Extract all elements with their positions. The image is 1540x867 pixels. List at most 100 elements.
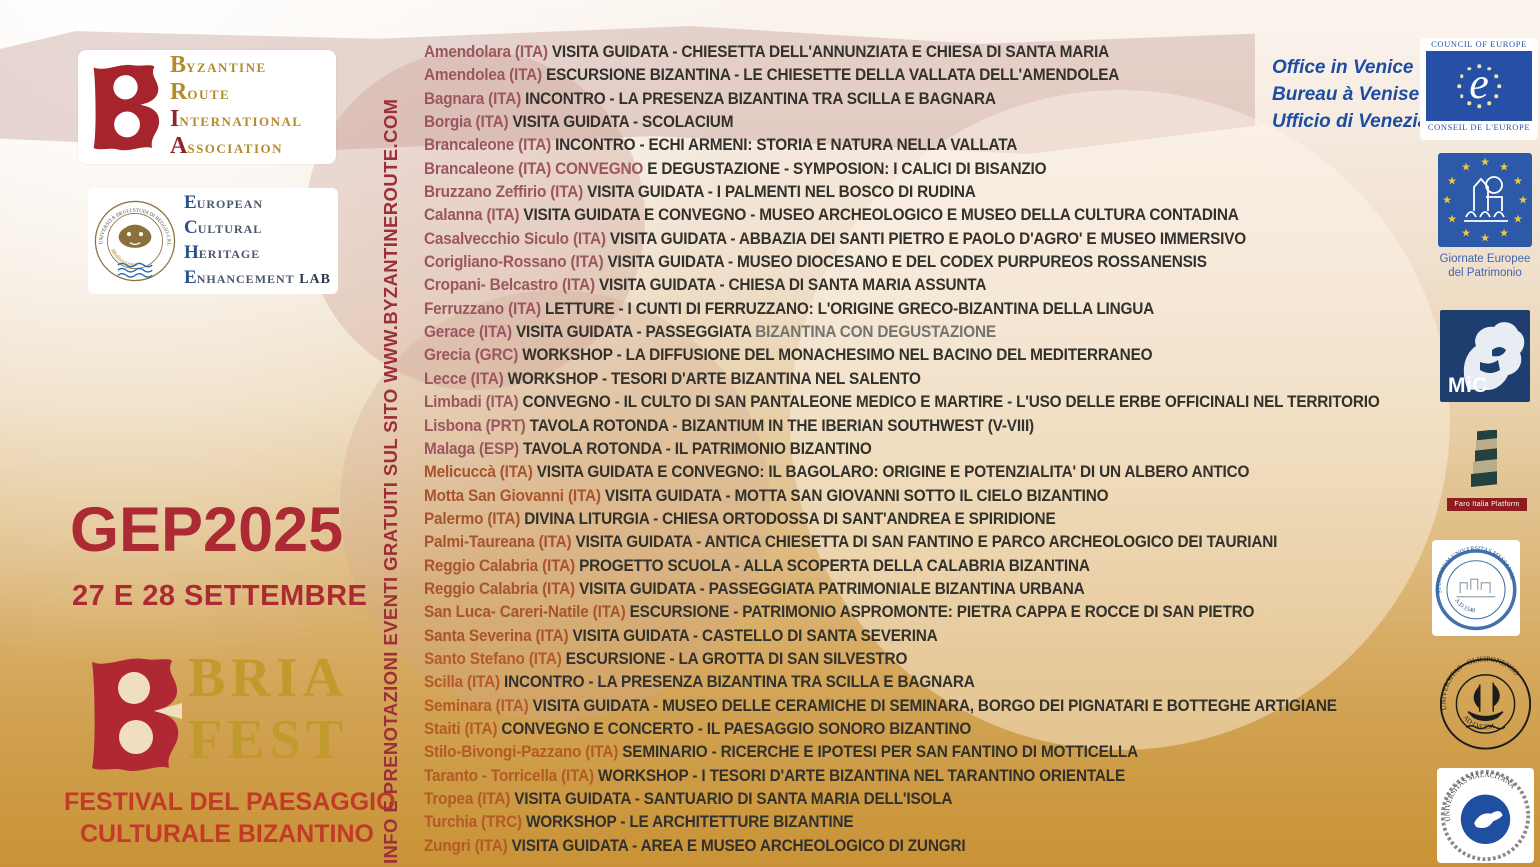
mediterranea-university-seal-icon: UNIVERSITÀ DEGLI STUDI DI REGGIO CALABRI…	[92, 195, 176, 282]
star-dot-icon	[1477, 64, 1481, 68]
event-row: Palermo (ITA) DIVINA LITURGIA - CHIESA O…	[424, 508, 1414, 531]
event-description: WORKSHOP - I TESORI D'ARTE BIZANTINA NEL…	[598, 766, 1126, 785]
event-dates: 27 E 28 SETTEMBRE	[72, 580, 368, 612]
wordmark-line: ENHANCEMENT LAB	[184, 267, 331, 288]
event-row: Malaga (ESP) TAVOLA ROTONDA - IL PATRIMO…	[424, 438, 1414, 461]
event-row: Brancaleone (ITA) INCONTRO - ECHI ARMENI…	[424, 134, 1414, 157]
event-row: Melicuccà (ITA) VISITA GUIDATA E CONVEGN…	[424, 461, 1414, 484]
event-row: Casalvecchio Siculo (ITA) VISITA GUIDATA…	[424, 228, 1414, 251]
event-place: Palmi-Taureana (ITA)	[424, 533, 576, 552]
event-description: VISITA GUIDATA - ABBAZIA DEI SANTI PIETR…	[609, 229, 1247, 248]
event-place: Limbadi (ITA)	[424, 393, 523, 412]
event-place: Zungri (ITA)	[424, 836, 512, 855]
event-row: Bagnara (ITA) INCONTRO - LA PRESENZA BIZ…	[424, 88, 1414, 111]
event-description: TAVOLA ROTONDA - IL PATRIMONIO BIZANTINO	[523, 439, 872, 458]
event-place: Melicuccà (ITA)	[424, 463, 537, 482]
festival-subtitle-line1: FESTIVAL DEL PAESAGGIO	[64, 788, 396, 816]
event-description: VISITA GUIDATA - AREA E MUSEO ARCHEOLOGI…	[511, 836, 966, 855]
event-description: ESCURSIONE - PATRIMONIO ASPROMONTE: PIET…	[629, 603, 1255, 622]
event-place: Cropani- Belcastro (ITA)	[424, 276, 599, 295]
star-dot-icon	[1487, 101, 1491, 106]
event-row: Santa Severina (ITA) VISITA GUIDATA - CA…	[424, 625, 1414, 648]
page-title: GEP2025	[70, 495, 344, 565]
event-description: INCONTRO - LA PRESENZA BIZANTINA TRA SCI…	[525, 89, 996, 108]
council-of-europe-flag-icon: e	[1426, 51, 1532, 121]
event-row: Staiti (ITA) CONVEGNO E CONCERTO - IL PA…	[424, 718, 1414, 741]
star-icon: ★	[1512, 175, 1523, 188]
event-description: VISITA GUIDATA - SCOLACIUM	[512, 113, 734, 132]
mic-logo: MiC	[1440, 310, 1530, 402]
star-dot-icon	[1497, 84, 1501, 88]
giornate-europee-logo: ★ ★ ★ ★ ★ ★ ★ ★ ★ ★ ★ ★	[1438, 153, 1532, 247]
star-dot-icon	[1459, 74, 1464, 78]
event-row: Limbadi (ITA) CONVEGNO - IL CULTO DI SAN…	[424, 391, 1414, 414]
wordmark-line: ROUTE	[170, 79, 231, 105]
event-description: WORKSHOP - LE ARCHITETTURE BIZANTINE	[525, 813, 854, 832]
event-row: Palmi-Taureana (ITA) VISITA GUIDATA - AN…	[424, 531, 1414, 554]
event-description: VISITA GUIDATA - I PALMENTI NEL BOSCO DI…	[587, 183, 976, 202]
event-place: Santo Stefano (ITA)	[424, 649, 566, 668]
star-icon: ★	[1442, 194, 1452, 207]
event-place: Ferruzzano (ITA)	[424, 299, 546, 318]
wordmark-line: CULTURAL	[184, 217, 263, 238]
star-icon: ★	[1461, 227, 1471, 240]
event-row: Lisbona (PRT) TAVOLA ROTONDA - BIZANTIUM…	[424, 415, 1414, 438]
venice-office-line: Bureau à Venise	[1272, 84, 1420, 105]
venice-office-line: Ufficio di Venezia	[1272, 111, 1429, 132]
event-place: Casalvecchio Siculo (ITA)	[424, 229, 610, 248]
eche-lab-wordmark: EUROPEAN CULTURAL HERITAGE ENHANCEMENT LAB	[184, 191, 331, 291]
bria-association-wordmark: BYZANTINE ROUTE INTERNATIONAL ASSOCIATION	[170, 53, 303, 161]
event-description: VISITA GUIDATA - CHIESETTA DELL'ANNUNZIA…	[551, 43, 1109, 61]
mic-label: MiC	[1448, 374, 1488, 397]
event-description: E DEGUSTAZIONE - SYMPOSION: I CALICI DI …	[647, 159, 1047, 178]
event-row: Taranto - Torricella (ITA) WORKSHOP - I …	[424, 765, 1414, 788]
event-place: Stilo-Bivongi-Pazzano (ITA)	[424, 743, 623, 762]
event-description: VISITA GUIDATA - MUSEO DELLE CERAMICHE D…	[532, 696, 1337, 715]
event-description: VISITA GUIDATA - PASSEGGIATA	[515, 323, 756, 342]
event-row: Corigliano-Rossano (ITA) VISITA GUIDATA …	[424, 251, 1414, 274]
event-row: Santo Stefano (ITA) ESCURSIONE - LA GROT…	[424, 648, 1414, 671]
event-row: Ferruzzano (ITA) LETTURE - I CUNTI DI FE…	[424, 298, 1414, 321]
event-place: Amendolea (ITA)	[424, 66, 547, 85]
star-dot-icon	[1467, 66, 1471, 71]
star-dot-icon	[1459, 94, 1464, 98]
event-row: Motta San Giovanni (ITA) VISITA GUIDATA …	[424, 485, 1414, 508]
star-icon: ★	[1518, 194, 1528, 207]
event-description: VISITA GUIDATA - CHIESA DI SANTA MARIA A…	[598, 276, 987, 295]
star-dot-icon	[1487, 66, 1491, 71]
university-malaga-seal: UNIVERSITAS MALACITANA	[1437, 768, 1534, 863]
event-description: ESCURSIONE - LA GROTTA DI SAN SILVESTRO	[565, 649, 908, 668]
event-row: Amendolea (ITA) ESCURSIONE BIZANTINA - L…	[424, 64, 1414, 87]
eche-lab-suffix: LAB	[294, 272, 331, 287]
venice-office-logo: Office in Venice Bureau à Venise Ufficio…	[1272, 54, 1428, 135]
council-of-europe-e-glyph: e	[1469, 59, 1489, 108]
bria-association-logo: BYZANTINE ROUTE INTERNATIONAL ASSOCIATION	[78, 50, 336, 164]
wordmark-line: INTERNATIONAL	[170, 106, 303, 132]
event-place: Corigliano-Rossano (ITA)	[424, 253, 608, 272]
event-row: Brancaleone (ITA) CONVEGNO E DEGUSTAZION…	[424, 158, 1414, 181]
council-of-europe-label-fr: CONSEIL DE L'EUROPE	[1427, 122, 1531, 132]
event-description: INCONTRO - LA PRESENZA BIZANTINA TRA SCI…	[504, 673, 975, 692]
bria-fest-title-line2: FEST	[188, 709, 349, 771]
faro-italia-logo: Faro Italia Platform	[1443, 429, 1529, 514]
event-place: Gerace (ITA)	[424, 323, 516, 342]
event-description: LETTURE - I CUNTI DI FERRUZZANO: L'ORIGI…	[545, 299, 1155, 318]
wordmark-line: ASSOCIATION	[170, 133, 284, 159]
event-place: Borgia (ITA)	[424, 113, 513, 132]
event-row: San Luca- Careri-Natile (ITA) ESCURSIONE…	[424, 601, 1414, 624]
event-row: Cropani- Belcastro (ITA) VISITA GUIDATA …	[424, 274, 1414, 297]
event-place: Calanna (ITA)	[424, 206, 524, 225]
event-row: Gerace (ITA) VISITA GUIDATA - PASSEGGIAT…	[424, 321, 1414, 344]
venice-office-line: Office in Venice	[1272, 57, 1414, 78]
event-place: Amendolara (ITA)	[424, 43, 552, 61]
wordmark-line: HERITAGE	[184, 242, 261, 263]
event-row: Calanna (ITA) VISITA GUIDATA E CONVEGNO …	[424, 204, 1414, 227]
event-description: VISITA GUIDATA - ANTICA CHIESETTA DI SAN…	[575, 533, 1278, 552]
event-place: Santa Severina (ITA)	[424, 626, 573, 645]
event-description: CONVEGNO E CONCERTO - IL PAESAGGIO SONOR…	[501, 719, 972, 738]
event-description: ESCURSIONE BIZANTINA - LE CHIESETTE DELL…	[546, 66, 1120, 85]
event-highlight: CONVEGNO	[555, 159, 648, 178]
event-place: Brancaleone (ITA)	[424, 159, 556, 178]
event-row: Lecce (ITA) WORKSHOP - TESORI D'ARTE BIZ…	[424, 368, 1414, 391]
event-place: Reggio Calabria (ITA)	[424, 579, 580, 598]
